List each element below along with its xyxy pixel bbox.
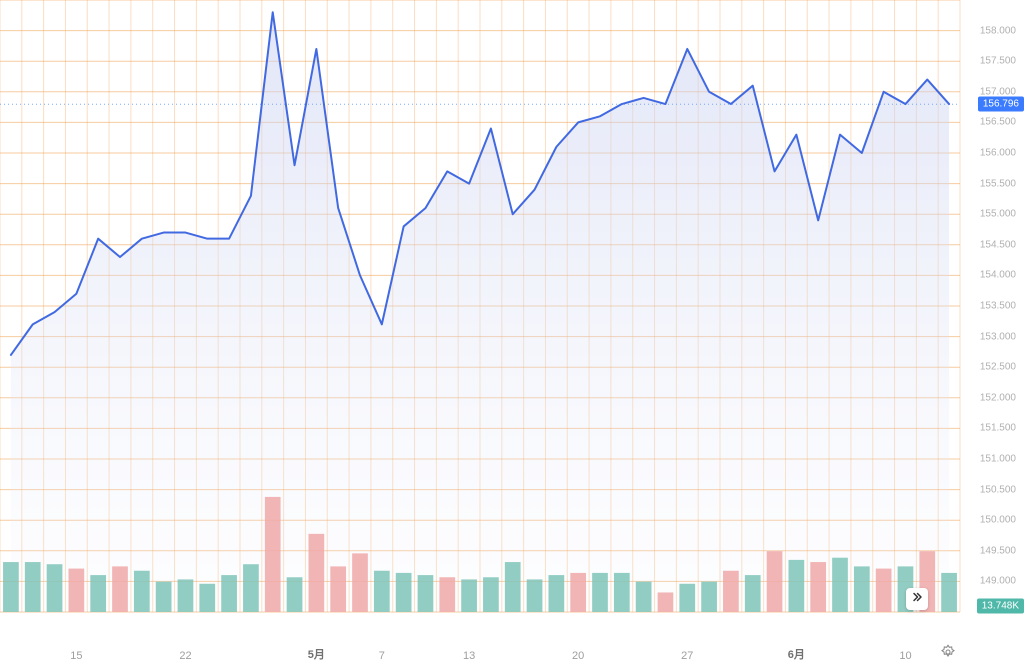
- gear-icon: [940, 644, 956, 665]
- x-tick-label: 5月: [308, 646, 325, 662]
- volume-value: 13.748K: [982, 601, 1019, 612]
- x-tick-label: 13: [463, 650, 475, 662]
- x-tick-label: 27: [681, 650, 693, 662]
- x-tick-label: 7: [379, 650, 385, 662]
- x-tick-label: 15: [70, 650, 82, 662]
- current-price-badge: 156.796: [978, 97, 1024, 112]
- chevron-double-right-icon: [911, 590, 923, 608]
- current-price-value: 156.796: [983, 99, 1019, 110]
- volume-badge: 13.748K: [977, 599, 1024, 614]
- x-tick-label: 10: [899, 650, 911, 662]
- x-axis: 15 22 5月 7 13 20 27 6月 10: [0, 640, 960, 668]
- x-tick-label: 22: [179, 650, 191, 662]
- x-tick-label: 6月: [788, 646, 805, 662]
- chart-canvas[interactable]: [0, 0, 1024, 668]
- price-chart[interactable]: 149.000149.500150.000150.500151.000151.5…: [0, 0, 1024, 668]
- chart-settings-button[interactable]: [940, 646, 956, 662]
- goto-realtime-button[interactable]: [906, 588, 928, 610]
- x-tick-label: 20: [572, 650, 584, 662]
